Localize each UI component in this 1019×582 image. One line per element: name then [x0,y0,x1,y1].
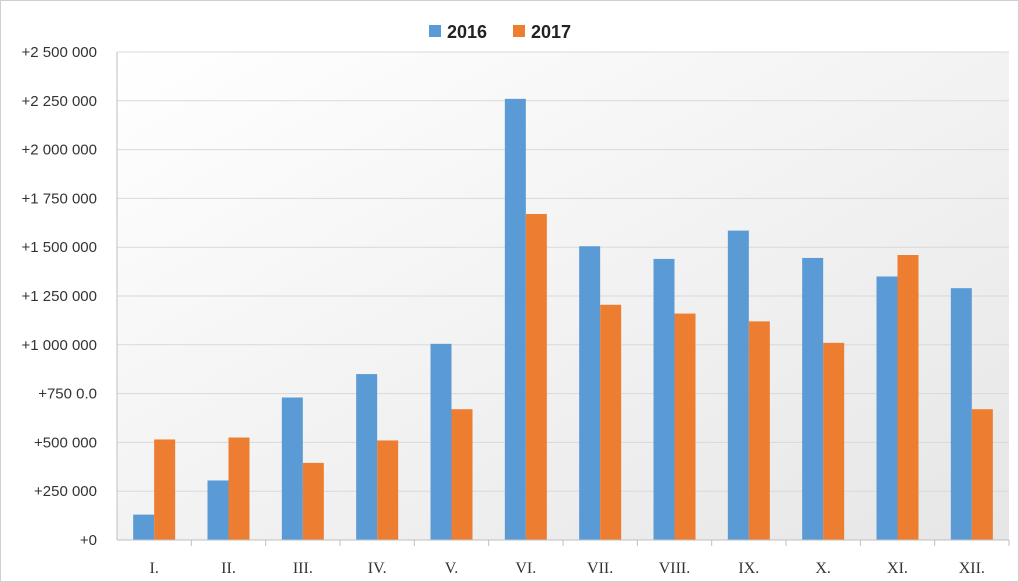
y-tick-label: +1 000 000 [22,337,98,354]
bar-2016-II [207,480,229,540]
y-tick-label: +2 250 000 [22,93,98,110]
y-tick-label: +250 000 [34,483,97,500]
x-tick-label: VI. [515,560,536,577]
x-tick-label: III. [293,560,313,577]
bar-2016-XI [876,276,898,540]
bar-2017-XII [971,409,993,540]
x-tick-label: II. [221,560,236,577]
legend-swatch-2017 [513,25,525,37]
bar-2017-IV [377,440,399,540]
y-tick-label: +750 0.0 [38,386,97,403]
bar-2017-III [302,462,324,540]
bar-2017-V [451,409,473,540]
x-tick-label: XII. [959,560,985,577]
bars [133,98,993,541]
x-tick-label: X. [815,560,831,577]
bar-2016-IX [727,230,749,540]
bar-2016-V [430,343,452,540]
y-tick-label: +1 500 000 [22,239,98,256]
bar-2017-XI [897,255,919,540]
y-tick-label: +1 250 000 [22,288,98,305]
y-tick-label: +500 000 [34,434,97,451]
x-tick-label: VIII. [659,560,691,577]
x-tick-label: IX. [738,560,759,577]
bar-2017-I [154,439,176,540]
x-tick-label: XI. [887,560,908,577]
y-tick-label: +0 [80,532,97,549]
legend-label-2017: 2017 [531,22,571,42]
bar-2017-VI [525,214,547,541]
y-tick-label: +2 000 000 [22,142,98,159]
bar-2016-I [133,514,155,540]
legend-swatch-2016 [429,25,441,37]
bar-2016-III [281,397,303,540]
x-tick-label: I. [150,560,159,577]
gridlines [117,51,1009,492]
bar-2016-VI [504,98,526,541]
bar-2016-VII [579,246,601,540]
y-tick-label: +2 500 000 [22,44,98,61]
bar-2017-IX [748,321,770,540]
bar-2017-VIII [674,313,696,540]
bar-2017-II [228,437,250,540]
legend: 2016 2017 [429,22,571,42]
bar-2016-X [802,257,824,540]
x-tick-label: VII. [587,560,613,577]
x-tick-label: V. [445,560,459,577]
bar-2017-VII [600,304,622,540]
x-tick-label: IV. [368,560,387,577]
bar-2017-X [823,342,845,540]
axes: +0 +250 000 +500 000 +750 0.0 +1 000 000 +1 2… [22,44,1010,577]
y-tick-label: +1 750 000 [22,190,98,207]
bar-2016-IV [356,374,378,540]
bar-2016-VIII [653,258,675,540]
bar-2016-XII [950,288,972,540]
legend-label-2016: 2016 [447,22,487,42]
